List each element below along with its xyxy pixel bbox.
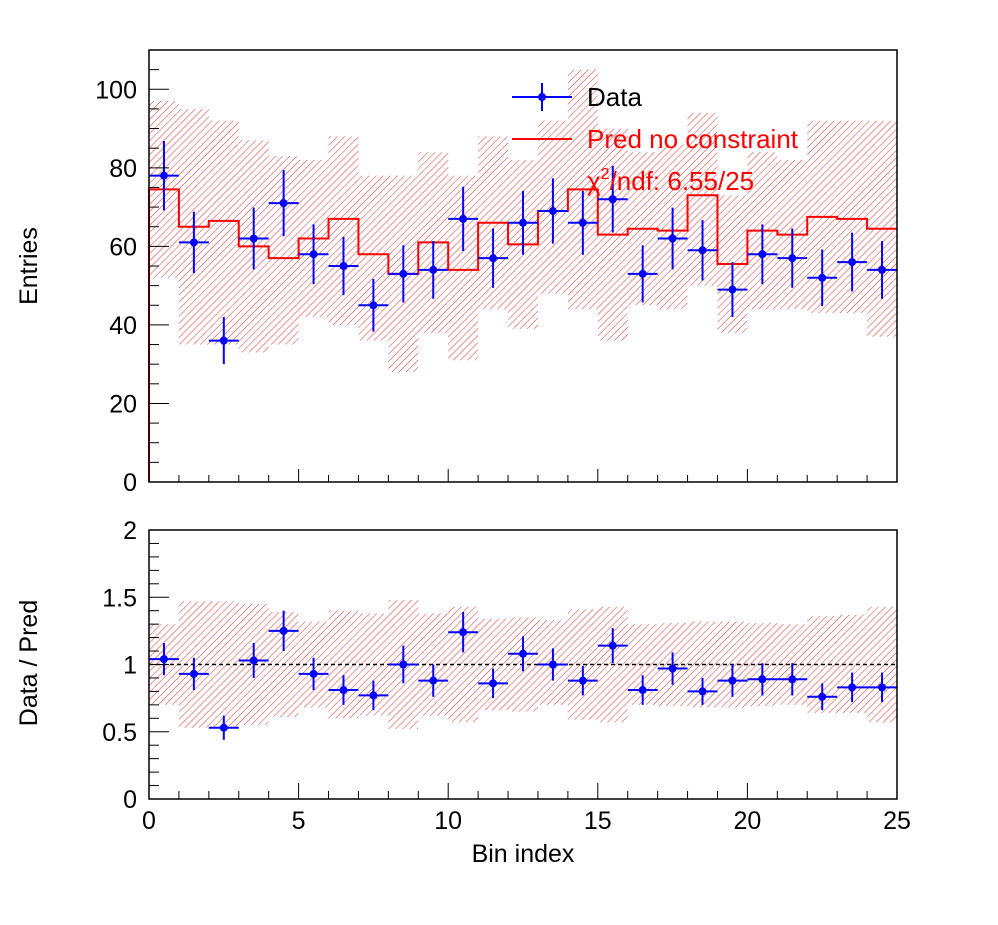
ratio-point <box>429 676 438 685</box>
data-point <box>758 250 767 259</box>
data-point <box>159 171 168 180</box>
ratio-point <box>219 723 228 732</box>
top-y-tick-label: 100 <box>95 76 137 104</box>
ratio-y-axis-title: Data / Pred <box>15 600 43 726</box>
ratio-point <box>878 683 887 692</box>
data-point <box>728 285 737 294</box>
data-point <box>369 301 378 310</box>
data-point <box>608 195 617 204</box>
ratio-point <box>608 641 617 650</box>
data-point <box>309 250 318 259</box>
x-axis-title: Bin index <box>472 840 575 868</box>
prediction-step-line <box>148 188 897 482</box>
legend: Data Pred no constraint χ2/ndf: 6.55/25 <box>512 82 799 196</box>
top-data-points <box>149 140 897 365</box>
x-tick-label: 0 <box>142 807 156 835</box>
ratio-point <box>309 669 318 678</box>
top-y-tick-label: 80 <box>109 155 137 183</box>
ratio-y-tick-label: 2 <box>123 517 137 545</box>
ratio-y-tick-label: 1 <box>123 652 137 680</box>
data-point <box>219 336 228 345</box>
top-band-bin <box>208 120 239 345</box>
ratio-axis-ticks: 00.511.520 5 10 15 20 25 <box>102 517 911 835</box>
ratio-point <box>638 686 647 695</box>
data-point <box>279 199 288 208</box>
ratio-y-tick-label: 0 <box>123 786 137 814</box>
ratio-point <box>758 675 767 684</box>
x-tick-label: 25 <box>883 807 911 835</box>
ratio-point <box>818 692 827 701</box>
ratio-point <box>788 675 797 684</box>
ratio-y-tick-label: 1.5 <box>102 584 137 612</box>
legend-data-marker-dot <box>538 93 546 101</box>
top-prediction-step <box>148 188 897 482</box>
top-band-bin <box>328 136 359 325</box>
ratio-point <box>459 628 468 637</box>
ratio-point <box>728 676 737 685</box>
top-axis-ticks: 0 20 40 60 80 100 <box>95 49 898 497</box>
ratio-point <box>578 676 587 685</box>
ratio-point <box>548 660 557 669</box>
data-point <box>249 234 258 243</box>
ratio-point <box>848 683 857 692</box>
legend-chi2-symbol: χ <box>587 166 601 196</box>
x-tick-label: 15 <box>584 807 612 835</box>
top-y-axis-title: Entries <box>15 227 43 305</box>
x-tick-label: 20 <box>733 807 761 835</box>
data-point <box>698 246 707 255</box>
legend-chi2-label: χ2/ndf: 6.55/25 <box>587 166 754 196</box>
legend-data-label: Data <box>587 82 642 112</box>
ratio-point <box>159 655 168 664</box>
data-point <box>578 218 587 227</box>
legend-pred-label: Pred no constraint <box>587 124 799 154</box>
ratio-point <box>369 691 378 700</box>
ratio-point <box>399 660 408 669</box>
data-point <box>638 269 647 278</box>
ratio-point <box>249 656 258 665</box>
legend-chi2-superscript: 2 <box>601 166 610 183</box>
top-y-tick-label: 20 <box>109 390 137 418</box>
data-point <box>429 265 438 274</box>
data-point <box>489 254 498 263</box>
legend-chi2-value: /ndf: 6.55/25 <box>610 166 755 196</box>
ratio-data-points <box>149 610 897 740</box>
x-tick-label: 5 <box>292 807 306 835</box>
data-point <box>878 265 887 274</box>
data-point <box>399 269 408 278</box>
data-point <box>459 214 468 223</box>
data-point <box>788 254 797 263</box>
ratio-point <box>698 687 707 696</box>
ratio-point <box>189 669 198 678</box>
ratio-point <box>279 626 288 635</box>
ratio-point <box>519 649 527 658</box>
top-y-tick-label: 40 <box>109 312 137 340</box>
data-point <box>818 273 827 282</box>
top-y-tick-label: 0 <box>123 469 137 497</box>
data-point <box>339 262 348 270</box>
data-point <box>189 238 198 247</box>
ratio-y-tick-label: 0.5 <box>102 719 137 747</box>
x-tick-label: 10 <box>434 807 462 835</box>
ratio-point <box>668 664 677 673</box>
data-point <box>848 258 857 267</box>
ratio-point <box>489 679 498 688</box>
data-point <box>519 218 527 227</box>
data-point <box>668 234 677 243</box>
top-y-tick-label: 60 <box>109 233 137 261</box>
data-point <box>548 207 557 216</box>
ratio-point <box>339 686 348 695</box>
